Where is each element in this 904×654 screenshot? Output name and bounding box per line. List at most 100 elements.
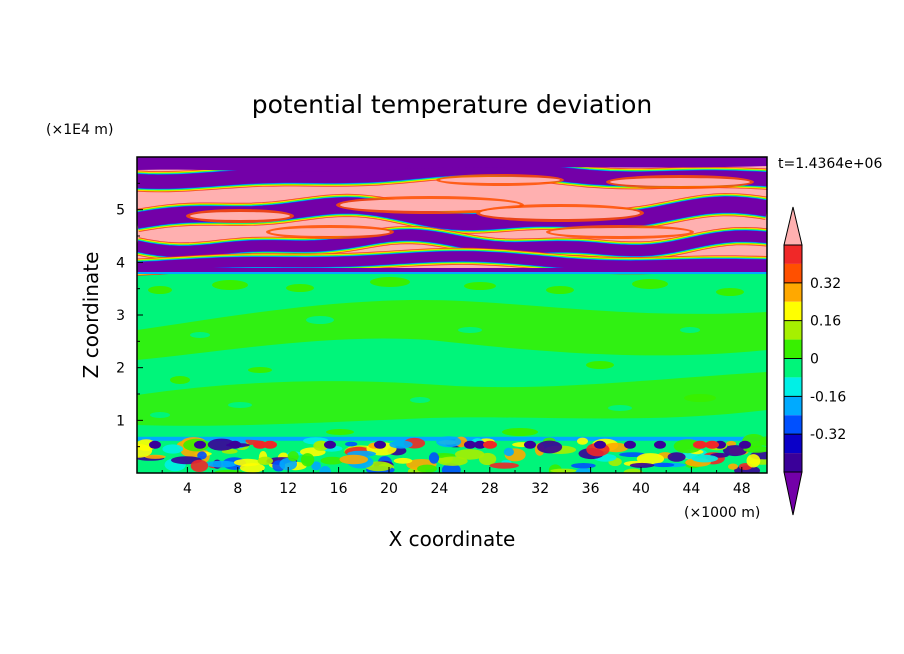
pink-island — [440, 177, 560, 183]
x-tick-label: 36 — [582, 481, 600, 497]
y-axis-unit: (×1E4 m) — [46, 122, 113, 138]
turbulence-blob — [214, 469, 243, 473]
turbulence-blob — [287, 451, 299, 462]
turbulence-blob — [577, 437, 588, 445]
dark-pocket — [594, 440, 606, 449]
y-axis: 1 2 3 4 5 — [116, 182, 143, 448]
turbulence-blob — [437, 456, 468, 466]
purple-band — [137, 229, 767, 258]
chart-title: potential temperature deviation — [252, 90, 652, 119]
turbulence-blob — [300, 453, 315, 467]
x-tick-label: 16 — [330, 481, 348, 497]
turbulence-blob — [205, 460, 237, 468]
turbulence-blob — [239, 463, 265, 473]
dark-pocket — [374, 440, 386, 449]
turbulence-blob — [503, 447, 514, 457]
turbulence-blob — [207, 438, 236, 451]
turbulence-blob — [550, 468, 577, 473]
warm-spot — [253, 440, 267, 449]
colorbar-cell — [784, 415, 802, 435]
colorbar-cell — [784, 301, 802, 321]
green-band-lower — [137, 372, 767, 426]
colorbar-top-arrow — [783, 206, 803, 246]
turbulence-blob — [311, 461, 322, 471]
colorbar-cell — [784, 320, 802, 340]
dark-pocket — [624, 440, 636, 449]
turbulence-blob — [162, 444, 184, 454]
colorbar-cell — [784, 339, 802, 359]
turbulence-blob — [393, 457, 413, 464]
turbulence-blob — [137, 444, 153, 458]
dark-pocket — [474, 440, 486, 449]
turbulence-blob — [726, 440, 737, 447]
turbulence-blob — [623, 468, 643, 473]
x-tick-label: 12 — [279, 481, 297, 497]
turbulence-blob — [667, 452, 686, 462]
x-tick-label: 32 — [531, 481, 549, 497]
turbulence-blob — [636, 453, 665, 465]
x-tick-label: 44 — [682, 481, 700, 497]
pink-island — [190, 212, 290, 220]
colorbar-cell — [784, 282, 802, 302]
pink-island — [610, 178, 750, 186]
dark-pocket — [739, 440, 751, 449]
green-speckle — [148, 277, 744, 436]
pink-island — [270, 228, 390, 236]
turbulence-blob — [723, 445, 747, 457]
colorbar-tick-label: -0.32 — [810, 427, 846, 443]
purple-band — [137, 251, 767, 273]
turbulence-blob — [652, 462, 675, 468]
colorbar-tick-label: 0.16 — [810, 314, 841, 330]
x-tick-label: 40 — [632, 481, 650, 497]
colorbar-cell — [784, 358, 802, 378]
turbulence-blob — [603, 442, 629, 453]
upper-bottom-edge — [137, 272, 767, 274]
time-label: t=1.4364e+06 — [778, 156, 882, 172]
turbulence-blob — [571, 463, 596, 469]
turbulence-blob — [691, 454, 718, 463]
pink-island — [480, 207, 640, 219]
y-tick-label: 3 — [116, 308, 125, 324]
turbulence-blob — [746, 454, 761, 468]
x-tick-label: 20 — [380, 481, 398, 497]
dark-pocket — [524, 440, 536, 449]
dark-pocket — [194, 440, 206, 449]
colorbar-tick-label: 0.32 — [810, 276, 841, 292]
upper-layer — [137, 157, 767, 276]
warm-spot — [483, 440, 497, 449]
x-tick-label: 4 — [183, 481, 192, 497]
colorbar-cell — [784, 245, 802, 264]
turbulence-blob — [454, 449, 485, 460]
turbulence-blob — [320, 456, 344, 465]
dark-pocket — [324, 440, 336, 449]
x-tick-label: 24 — [430, 481, 448, 497]
turbulence-blob — [428, 452, 440, 464]
turbulence-blob — [489, 462, 519, 469]
cyan-speckle — [150, 316, 700, 418]
warm-spot — [705, 440, 719, 449]
pink-island — [340, 199, 520, 211]
turbulence-blob — [389, 440, 413, 449]
x-axis-label: X coordinate — [389, 527, 516, 551]
top-purple — [137, 157, 767, 172]
turbulence-blob — [257, 456, 273, 465]
turbulence-blob — [319, 466, 331, 473]
colorbar-cell — [784, 377, 802, 397]
x-axis-unit: (×1000 m) — [684, 505, 760, 521]
turbulence-blob — [197, 451, 207, 460]
colorbar-bottom-arrow — [783, 471, 803, 516]
x-tick-label: 28 — [481, 481, 499, 497]
turbulence-blob — [575, 468, 592, 473]
turbulence-blob — [478, 452, 497, 466]
lower-layer — [137, 434, 767, 473]
colorbar-cell — [784, 453, 802, 472]
x-tick-label: 8 — [233, 481, 242, 497]
turbulence-blob — [144, 454, 166, 459]
colorbar: 0.32 0.16 0 -0.16 -0.32 — [783, 206, 846, 516]
x-axis: 4 8 12 16 20 24 28 32 36 40 44 48 — [161, 467, 751, 497]
turbulence-blob — [417, 464, 438, 473]
y-tick-label: 4 — [116, 255, 125, 271]
dark-pocket — [654, 440, 666, 449]
dark-pocket — [149, 440, 161, 449]
